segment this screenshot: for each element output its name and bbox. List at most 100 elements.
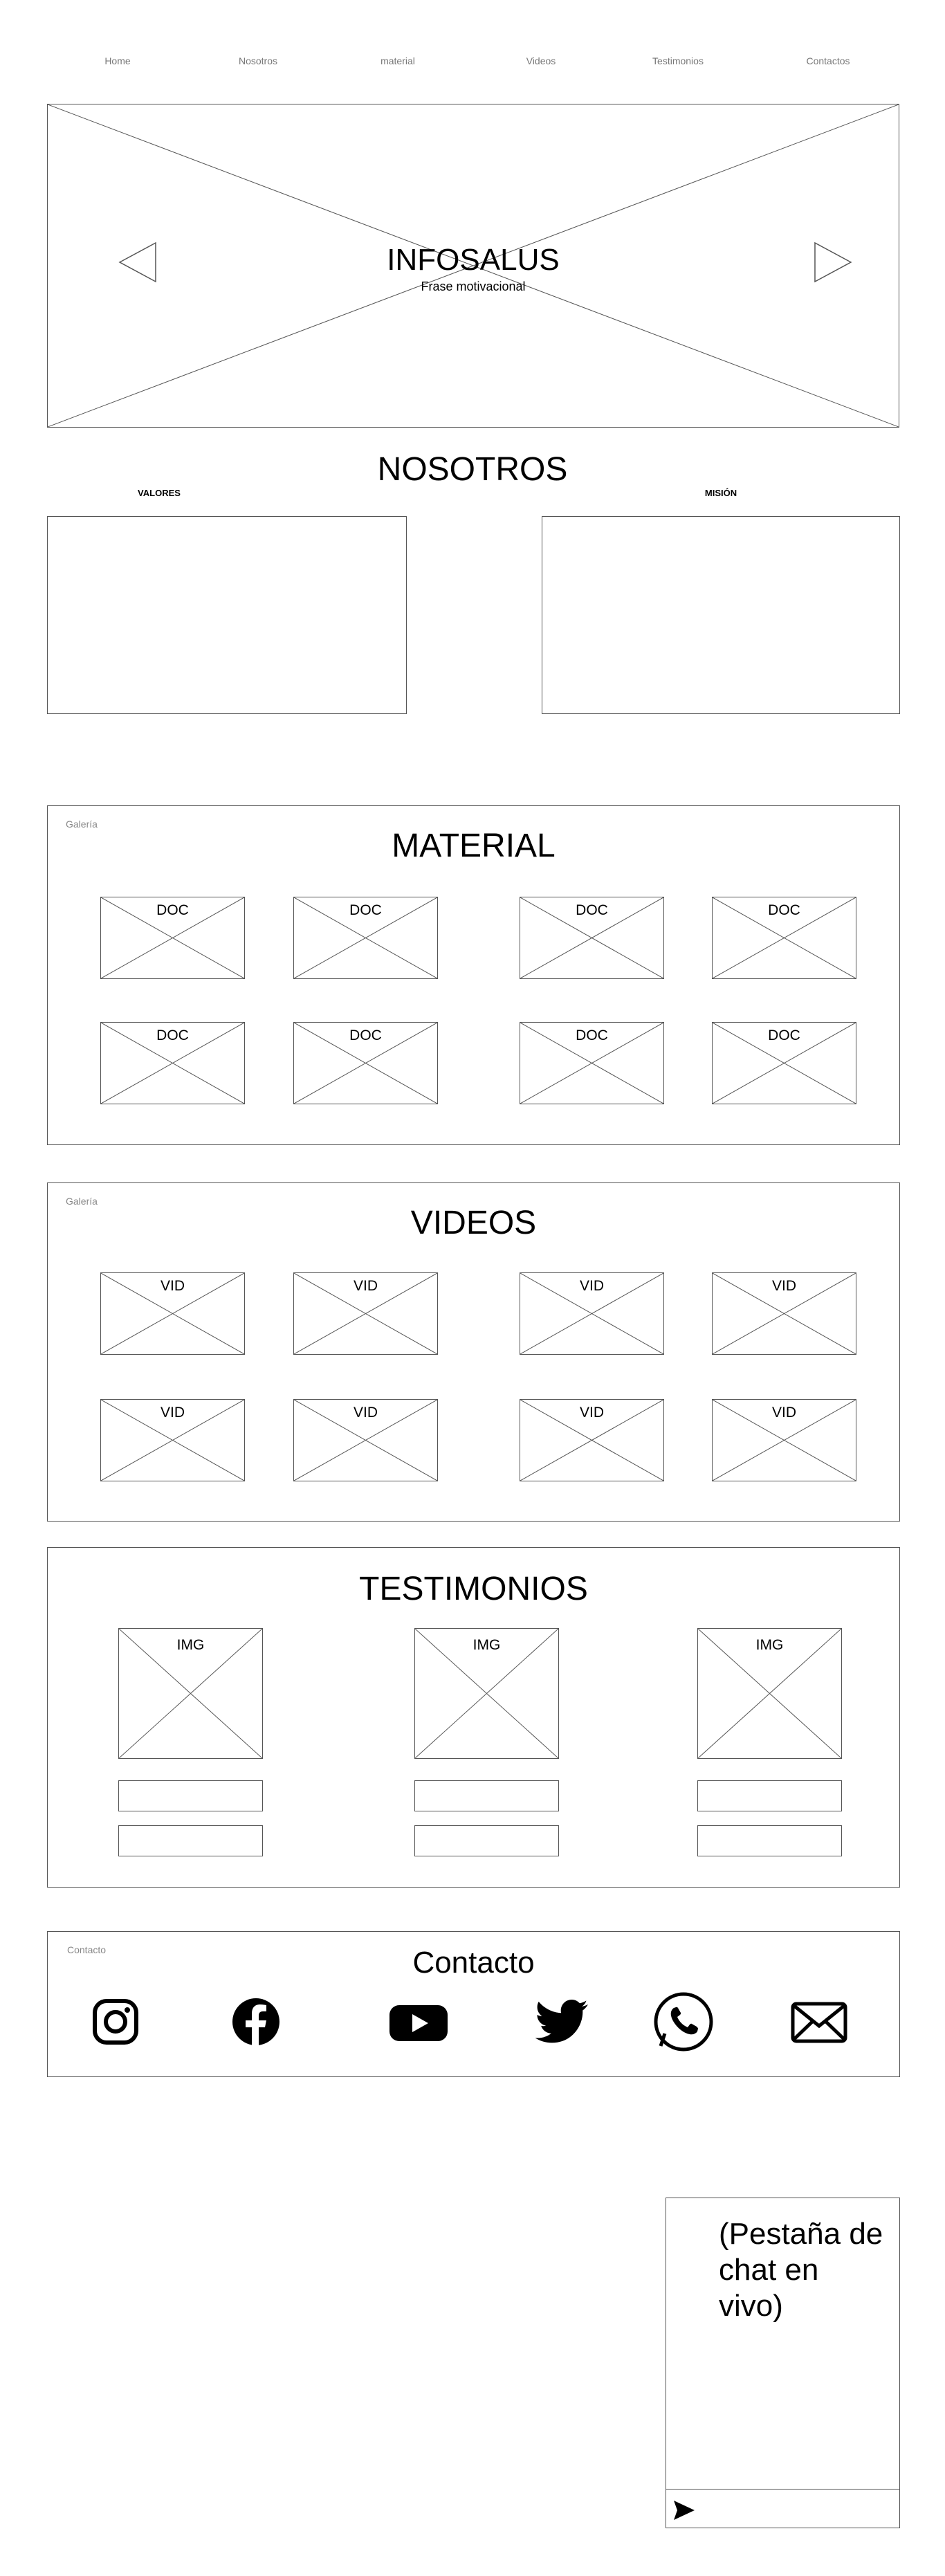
placeholder-label: VID [771,1405,796,1421]
contacto-section: Contacto Contacto [47,1931,900,2077]
placeholder-cross [713,1023,856,1104]
placeholder-cross [520,897,663,978]
material-doc-item[interactable]: DOC [520,897,664,979]
send-icon[interactable] [672,2498,697,2523]
videos-corner-label: Galería [66,1196,98,1207]
mision-label: MISIÓN [704,488,737,498]
placeholder-label: IMG [755,1637,784,1653]
placeholder-label: DOC [349,902,382,918]
placeholder-cross [101,1023,244,1104]
testimonios-section: TESTIMONIOS [47,1547,900,1888]
placeholder-label: VID [160,1405,185,1421]
placeholder-label: DOC [576,902,608,918]
twitter-icon[interactable] [534,1994,589,2049]
testimonial-image: IMG [697,1628,842,1759]
nav-material[interactable]: material [380,55,415,66]
placeholder-label: DOC [768,902,800,918]
placeholder-label: DOC [156,1027,189,1043]
material-doc-item[interactable]: DOC [293,1022,438,1104]
carousel-next-arrow-icon[interactable] [814,241,852,283]
video-item[interactable]: VID [293,1272,438,1355]
video-item[interactable]: VID [520,1272,664,1355]
testimonios-title: TESTIMONIOS [359,1571,588,1607]
nav-nosotros[interactable]: Nosotros [238,55,278,66]
placeholder-cross [698,1629,841,1758]
placeholder-label: DOC [576,1027,608,1043]
testimonial-text-field [414,1825,559,1856]
whatsapp-icon[interactable] [652,1991,715,2053]
placeholder-cross [713,1273,856,1354]
youtube-icon[interactable] [388,1994,449,2049]
chat-input-divider [666,2489,899,2490]
video-item[interactable]: VID [520,1399,664,1481]
placeholder-cross [294,897,437,978]
placeholder-cross [101,897,244,978]
material-title: MATERIAL [392,828,556,864]
placeholder-cross [520,1273,663,1354]
nosotros-title: NOSOTROS [377,451,568,488]
material-doc-item[interactable]: DOC [293,897,438,979]
testimonial-text-field [118,1780,263,1811]
placeholder-cross [713,1400,856,1481]
material-corner-label: Galería [66,819,98,830]
placeholder-cross [294,1273,437,1354]
placeholder-cross [415,1629,558,1758]
chat-placeholder-text: (Pestaña de chat en vivo) [719,2217,883,2323]
testimonial-image: IMG [118,1628,263,1759]
testimonial-text-field [118,1825,263,1856]
mision-box [542,516,900,714]
placeholder-cross [520,1023,663,1104]
material-section: Galería MATERIAL [47,805,900,1145]
placeholder-label: VID [579,1278,604,1294]
placeholder-label: DOC [768,1027,800,1043]
video-item[interactable]: VID [100,1399,245,1481]
facebook-icon[interactable] [228,1994,284,2049]
nav-testimonios[interactable]: Testimonios [652,55,704,66]
placeholder-label: VID [160,1278,185,1294]
placeholder-label: VID [771,1278,796,1294]
placeholder-cross [119,1629,262,1758]
carousel-prev-arrow-icon[interactable] [118,241,157,283]
nav-videos[interactable]: Videos [526,55,556,66]
placeholder-cross [101,1273,244,1354]
placeholder-label: VID [353,1278,378,1294]
testimonial-text-field [697,1825,842,1856]
placeholder-label: VID [353,1405,378,1421]
placeholder-label: VID [579,1405,604,1421]
material-doc-item[interactable]: DOC [712,897,856,979]
placeholder-label: IMG [472,1637,501,1653]
placeholder-cross [294,1400,437,1481]
valores-label: VALORES [138,488,181,498]
valores-box [47,516,407,714]
hero-carousel: INFOSALUS Frase motivacional [47,104,899,428]
placeholder-cross [713,897,856,978]
placeholder-label: IMG [176,1637,205,1653]
testimonial-text-field [414,1780,559,1811]
material-doc-item[interactable]: DOC [100,897,245,979]
hero-title: INFOSALUS [387,243,560,277]
contacto-corner-label: Contacto [67,1944,107,1955]
videos-section: Galería VIDEOS [47,1182,900,1522]
video-item[interactable]: VID [100,1272,245,1355]
testimonial-image: IMG [414,1628,559,1759]
instagram-icon[interactable] [88,1994,143,2049]
placeholder-label: DOC [349,1027,382,1043]
video-item[interactable]: VID [712,1399,856,1481]
material-doc-item[interactable]: DOC [100,1022,245,1104]
material-doc-item[interactable]: DOC [520,1022,664,1104]
placeholder-cross [101,1400,244,1481]
material-doc-item[interactable]: DOC [712,1022,856,1104]
contacto-title: Contacto [412,1946,535,1980]
hero-image-placeholder [48,104,899,427]
video-item[interactable]: VID [293,1399,438,1481]
mail-icon[interactable] [790,1994,848,2049]
chat-input[interactable] [666,2490,899,2528]
live-chat-panel[interactable]: (Pestaña de chat en vivo) [666,2198,900,2528]
video-item[interactable]: VID [712,1272,856,1355]
nav-contactos[interactable]: Contactos [806,55,850,66]
placeholder-cross [294,1023,437,1104]
videos-title: VIDEOS [410,1205,537,1241]
nav-home[interactable]: Home [104,55,131,66]
placeholder-label: DOC [156,902,189,918]
hero-subtitle: Frase motivacional [421,280,526,293]
